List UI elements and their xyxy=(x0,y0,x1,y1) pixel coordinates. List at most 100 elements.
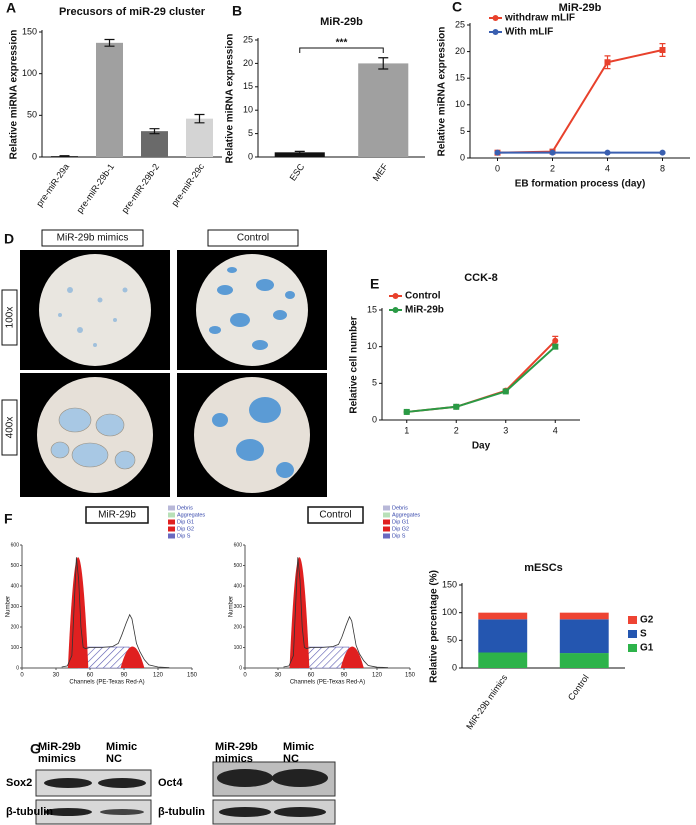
y-tick-label: 100 xyxy=(22,68,37,78)
x-axis-label: Channels (PE-Texas Red-A) xyxy=(290,680,365,686)
sample-label: MiR-29b xyxy=(98,510,136,521)
x-tick-label: 2 xyxy=(550,163,555,173)
histogram-curve xyxy=(61,557,170,668)
legend-label: Aggregates xyxy=(177,512,205,518)
y-tick-label: 150 xyxy=(442,579,457,589)
x-tick-label: pre-miR-29c xyxy=(169,161,206,208)
x-tick-label: 150 xyxy=(187,673,198,679)
y-tick-label: 5 xyxy=(460,126,465,136)
legend-label: Dip G1 xyxy=(392,519,409,525)
legend-swatch xyxy=(383,505,390,511)
panel-label: G xyxy=(30,741,41,757)
sample-box xyxy=(307,506,364,524)
x-tick-label: 90 xyxy=(341,673,348,679)
legend-swatch xyxy=(628,616,637,624)
error-bar xyxy=(294,150,305,154)
x-tick-label: 60 xyxy=(87,673,94,679)
x-tick-label: 0 xyxy=(495,163,500,173)
y-tick-label: 100 xyxy=(442,607,457,617)
bar-segment xyxy=(559,612,609,620)
y-tick-label: 200 xyxy=(11,624,20,630)
y-tick-label: 300 xyxy=(11,604,20,610)
fit-g1 xyxy=(67,557,89,668)
panel-label: B xyxy=(232,3,242,19)
y-tick-label: 15 xyxy=(367,304,377,314)
legend-label: With mLIF xyxy=(505,27,553,38)
y-tick-label: 0 xyxy=(372,414,377,424)
x-tick-label: 4 xyxy=(605,163,610,173)
line xyxy=(406,345,556,413)
legend-marker xyxy=(492,29,499,35)
y-tick-label: 400 xyxy=(234,583,243,589)
x-tick-label: MiR-29b mimics xyxy=(464,672,509,731)
x-tick-label: 60 xyxy=(308,673,315,679)
y-tick-label: 0 xyxy=(248,151,253,161)
x-axis-label: Channels (PE-Texas Red-A) xyxy=(69,680,144,686)
x-tick-label: pre-miR-29b-2 xyxy=(120,162,161,215)
legend-swatch xyxy=(383,512,390,518)
line xyxy=(406,340,556,413)
bar-segment xyxy=(559,653,609,668)
x-tick-label: 150 xyxy=(405,673,416,679)
y-tick-label: 0 xyxy=(32,151,37,161)
x-tick-label: 0 xyxy=(243,673,247,679)
legend-swatch xyxy=(383,526,390,532)
bar-segment xyxy=(559,619,609,654)
column-box xyxy=(41,229,144,247)
x-tick-label: 120 xyxy=(153,673,164,679)
lane-label: MiR-29b mimics xyxy=(215,741,258,765)
marker xyxy=(549,149,556,156)
y-tick-label: 5 xyxy=(372,378,377,388)
x-tick-label: 90 xyxy=(121,673,128,679)
legend-swatch xyxy=(628,630,637,638)
y-axis-label: Relative miRNA expression xyxy=(9,30,20,160)
x-tick-label: MEF xyxy=(371,161,390,183)
error-bar xyxy=(104,38,115,47)
y-tick-label: 150 xyxy=(22,26,37,36)
line xyxy=(497,49,663,154)
legend-marker xyxy=(492,15,499,21)
row-box xyxy=(1,289,18,346)
y-tick-label: 600 xyxy=(11,542,20,548)
error-bar xyxy=(378,57,389,70)
y-tick-label: 20 xyxy=(455,46,465,56)
lane-label: MiR-29b mimics xyxy=(38,741,81,765)
legend-swatch xyxy=(383,519,390,525)
legend-label: Aggregates xyxy=(392,512,420,518)
x-tick-label: 30 xyxy=(275,673,282,679)
legend-swatch xyxy=(168,519,175,525)
y-tick-label: 50 xyxy=(27,110,37,120)
legend-label: Dip G2 xyxy=(392,526,409,532)
y-axis-label: Number xyxy=(6,596,12,617)
legend-label: Dip G2 xyxy=(177,526,194,532)
bar xyxy=(274,152,325,157)
y-tick-label: 10 xyxy=(455,99,465,109)
error-bar xyxy=(194,113,205,124)
marker xyxy=(502,388,509,395)
y-tick-label: 600 xyxy=(234,542,243,548)
legend-swatch xyxy=(168,512,175,518)
legend-label: Debris xyxy=(177,505,193,511)
y-tick-label: 500 xyxy=(234,563,243,569)
column-label: Control xyxy=(237,233,269,244)
marker xyxy=(659,47,666,54)
marker xyxy=(604,59,611,66)
sample-box xyxy=(85,506,149,524)
marker xyxy=(552,343,559,350)
legend-label: S xyxy=(640,629,647,640)
y-tick-label: 15 xyxy=(243,81,253,91)
marker xyxy=(659,149,666,156)
legend-swatch xyxy=(168,505,175,511)
x-tick-label: Control xyxy=(566,673,591,703)
y-tick-label: 25 xyxy=(243,34,253,44)
bar-segment xyxy=(478,612,528,620)
row-label: 400x xyxy=(5,417,16,439)
y-tick-label: 0 xyxy=(460,152,465,162)
legend-marker xyxy=(392,307,399,313)
y-tick-label: 5 xyxy=(248,128,253,138)
legend-label: Dip S xyxy=(392,533,406,539)
x-tick-label: pre-miR-29b-1 xyxy=(75,162,116,215)
panel-label: A xyxy=(6,0,16,16)
